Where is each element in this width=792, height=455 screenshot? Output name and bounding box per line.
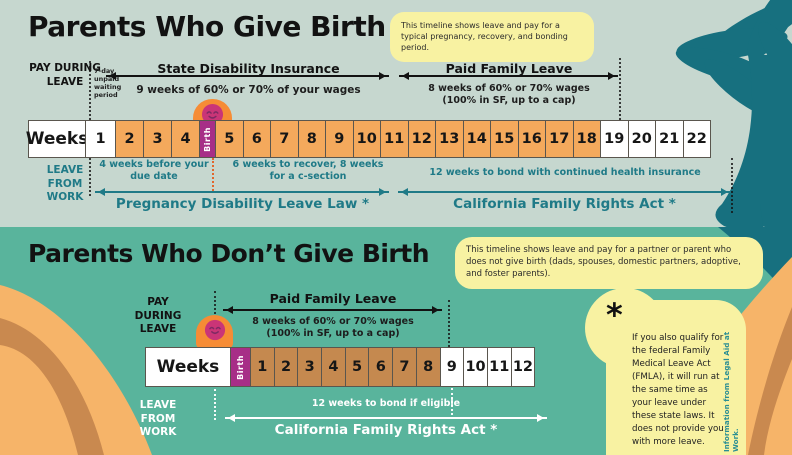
- week-cell: 12: [510, 347, 536, 387]
- footnote-text: If you also qualify for the federal Fami…: [632, 333, 724, 448]
- cfra-span-arrow: [398, 188, 731, 196]
- weeks-row-label: Weeks: [145, 347, 231, 387]
- weeks-row-label: Weeks: [26, 120, 88, 158]
- week-cell: 9: [439, 347, 465, 387]
- dotted-line-week22-end: [731, 158, 733, 213]
- week-cell: 7: [270, 120, 299, 158]
- week-cell: 12: [407, 120, 436, 158]
- leave-from-work-label: LEAVE FROM WORK: [139, 399, 177, 439]
- pfl-description-line1: 8 weeks of 60% or 70% wages: [428, 83, 590, 94]
- week-cell: 20: [627, 120, 656, 158]
- footnote-blob-rect: [606, 300, 746, 455]
- weeks-row-give-birth: Weeks 1 2 3 4 Birth 5 6 7 8 9 10 11 12 1…: [26, 120, 711, 158]
- pay-during-leave-label: PAY DURING LEAVE: [134, 296, 182, 336]
- asterisk-marker: *: [606, 296, 623, 334]
- dotted-line-birth-start-bottom: [214, 389, 216, 420]
- week-cell: 6: [368, 347, 394, 387]
- week-cell: 3: [297, 347, 323, 387]
- dotted-line-week1-start-top: [89, 61, 91, 120]
- section1-note-box: This timeline shows leave and pay for a …: [390, 12, 594, 62]
- sdi-heading: State Disability Insurance: [157, 61, 340, 76]
- dotted-line-week8-end: [448, 300, 450, 347]
- before-due-date-note: 4 weeks before your due date: [99, 159, 209, 183]
- recover-note: 6 weeks to recover, 8 weeks for a c-sect…: [232, 159, 384, 183]
- week-cell: 18: [572, 120, 601, 158]
- birth-marker-cell: Birth: [199, 120, 216, 158]
- week-cell: 15: [490, 120, 519, 158]
- sdi-span-arrow: [106, 72, 389, 80]
- dotted-line-week8-end-bottom: [451, 388, 453, 415]
- cfra-span-arrow: [225, 414, 547, 422]
- pfl-heading: Paid Family Leave: [445, 61, 573, 76]
- dotted-line-week1-start-bottom: [89, 158, 91, 196]
- week-cell: 5: [344, 347, 370, 387]
- pfl-description-line1: 8 weeks of 60% or 70% wages: [252, 316, 414, 327]
- credit-text: Information from Legal Aid at Work.: [722, 331, 740, 452]
- week-cell: 3: [143, 120, 172, 158]
- week-cell: 11: [486, 347, 512, 387]
- week-cell: 14: [462, 120, 491, 158]
- pfl-span-arrow: [223, 306, 442, 314]
- weeks-row-dont-give-birth: Weeks Birth 1 2 3 4 5 6 7 8 9 10 11 12: [145, 347, 536, 387]
- section2-title: Parents Who Don’t Give Birth: [28, 239, 430, 268]
- pdll-span-arrow: [95, 188, 389, 196]
- dotted-line-birth: [212, 158, 214, 191]
- birth-marker-cell: Birth: [230, 347, 251, 387]
- week-cell: 17: [545, 120, 574, 158]
- section2-note-box: This timeline shows leave and pay for a …: [455, 237, 763, 289]
- week-cell: 8: [415, 347, 441, 387]
- pfl-heading: Paid Family Leave: [269, 291, 397, 306]
- baby-face-icon: [204, 319, 226, 341]
- dotted-line-birth-start-top: [214, 291, 216, 318]
- week-cell: 10: [352, 120, 381, 158]
- week-cell: 9: [325, 120, 354, 158]
- week-cell: 13: [435, 120, 464, 158]
- pfl-description: 8 weeks of 60% or 70% wages (100% in SF,…: [398, 83, 620, 107]
- birth-label: Birth: [203, 126, 212, 152]
- dotted-line-week18-end: [619, 58, 621, 120]
- pfl-description: 8 weeks of 60% or 70% wages (100% in SF,…: [222, 316, 444, 340]
- week-cell: 19: [600, 120, 629, 158]
- week-cell: 2: [115, 120, 144, 158]
- leave-from-work-label: LEAVE FROM WORK: [46, 164, 84, 204]
- week-cell: 21: [655, 120, 684, 158]
- sdi-description: 9 weeks of 60% or 70% of your wages: [136, 84, 361, 96]
- week-cell: 7: [392, 347, 417, 387]
- week-cell: 6: [242, 120, 271, 158]
- week-cell: 10: [463, 347, 488, 387]
- week-cell: 22: [682, 120, 711, 158]
- pfl-description-line2: (100% in SF, up to a cap): [442, 94, 576, 106]
- week-cell: 1: [85, 120, 116, 158]
- week-cell: 8: [297, 120, 326, 158]
- bond-note: 12 weeks to bond if eligible: [311, 398, 461, 409]
- section-give-birth: Parents Who Give Birth This timeline sho…: [0, 0, 792, 227]
- birth-label: Birth: [236, 354, 245, 380]
- week-cell: 5: [215, 120, 244, 158]
- pay-during-leave-label: PAY DURING LEAVE: [29, 62, 101, 88]
- week-cell: 2: [273, 347, 299, 387]
- baby-face-icon: [201, 103, 224, 126]
- cfra-law-label: California Family Rights Act *: [274, 422, 498, 438]
- section1-title: Parents Who Give Birth: [28, 10, 386, 43]
- pfl-description-line2: (100% in SF, up to a cap): [266, 327, 400, 339]
- pdll-law-label: Pregnancy Disability Leave Law *: [115, 196, 370, 212]
- waiting-period-note: 7-day unpaid waiting period: [94, 67, 122, 100]
- week-cell: 1: [250, 347, 275, 387]
- week-cell: 16: [517, 120, 546, 158]
- bond-note: 12 weeks to bond with continued health i…: [429, 167, 701, 178]
- week-cell: 4: [171, 120, 200, 158]
- cfra-law-label: California Family Rights Act *: [453, 196, 676, 212]
- pfl-span-arrow: [399, 72, 618, 80]
- week-cell: 11: [380, 120, 409, 158]
- week-cell: 4: [321, 347, 346, 387]
